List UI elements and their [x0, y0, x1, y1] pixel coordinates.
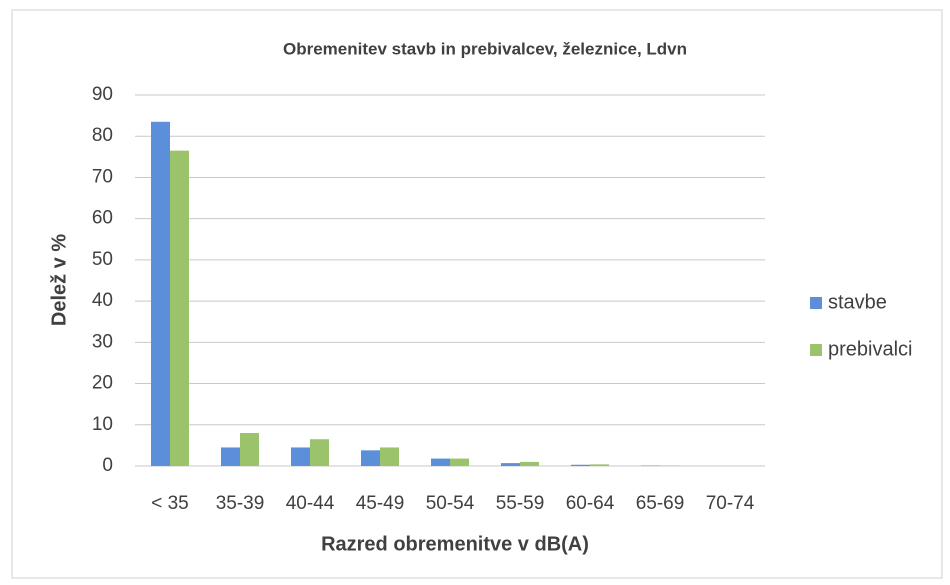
y-tick-label: 10	[92, 414, 113, 435]
y-tick-label: 0	[102, 455, 113, 476]
legend-label: stavbe	[828, 291, 887, 313]
x-tick-label: 35-39	[216, 493, 265, 514]
x-tick-label: 50-54	[426, 493, 475, 514]
bar	[151, 121, 170, 467]
y-tick-label: 90	[92, 84, 113, 105]
legend-swatch	[810, 344, 822, 356]
x-tick-label: 60-64	[566, 493, 615, 514]
bar	[221, 447, 240, 466]
y-tick-label: 80	[92, 125, 113, 146]
bar	[571, 464, 590, 466]
bar	[170, 150, 189, 466]
y-tick-label: 60	[92, 208, 113, 229]
x-tick-label: 55-59	[496, 493, 545, 514]
x-axis-title: Razred obremenitve v dB(A)	[321, 533, 589, 555]
x-tick-label: 65-69	[636, 493, 685, 514]
y-tick-label: 30	[92, 331, 113, 352]
x-tick-label: < 35	[151, 493, 189, 514]
bar	[291, 447, 310, 466]
bar	[450, 458, 469, 466]
bar	[240, 433, 259, 466]
y-tick-label: 50	[92, 249, 113, 270]
y-tick-label: 40	[92, 290, 113, 311]
x-tick-label: 40-44	[286, 493, 335, 514]
legend-label: prebivalci	[828, 338, 912, 360]
bar	[310, 439, 329, 466]
bar	[380, 447, 399, 466]
x-tick-label: 70-74	[706, 493, 755, 514]
y-axis-title: Delež v %	[48, 234, 70, 326]
bar	[590, 464, 609, 466]
bar	[431, 458, 450, 466]
bar	[520, 461, 539, 466]
bar	[361, 450, 380, 466]
x-tick-label: 45-49	[356, 493, 405, 514]
bar	[501, 463, 520, 466]
y-tick-label: 20	[92, 373, 113, 394]
y-tick-label: 70	[92, 166, 113, 187]
chart-title: Obremenitev stavb in prebivalcev, železn…	[283, 39, 687, 58]
legend-swatch	[810, 297, 822, 309]
